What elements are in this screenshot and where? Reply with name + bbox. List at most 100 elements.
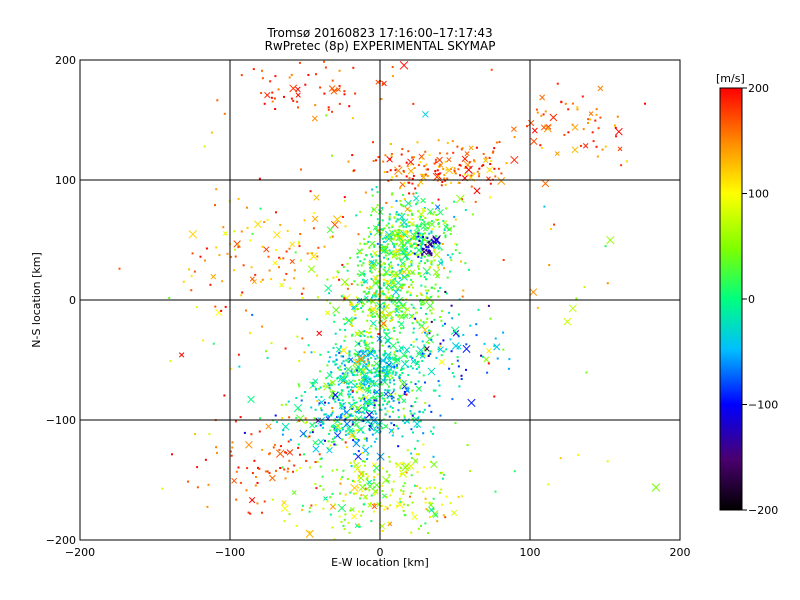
data-point	[380, 249, 383, 252]
data-point	[349, 388, 352, 391]
colorbar-tick-label: 100	[748, 188, 769, 201]
data-point	[428, 153, 431, 156]
data-point	[441, 324, 444, 327]
data-point	[390, 153, 393, 155]
data-point	[365, 473, 368, 475]
data-point	[233, 269, 235, 272]
data-point-cross	[249, 276, 255, 282]
data-point	[254, 484, 257, 487]
data-point	[410, 212, 413, 215]
data-point-cross	[418, 322, 426, 330]
data-point	[249, 332, 251, 335]
data-point	[351, 396, 354, 399]
data-point	[426, 241, 429, 243]
data-point	[391, 434, 394, 437]
data-point	[335, 275, 338, 278]
data-point	[443, 177, 446, 180]
data-point	[370, 520, 373, 523]
data-point	[359, 335, 362, 338]
data-point	[290, 73, 293, 76]
data-point	[202, 339, 205, 342]
data-point-cross	[351, 305, 356, 311]
data-point	[349, 462, 352, 464]
data-point	[241, 291, 244, 294]
data-point	[386, 314, 389, 317]
data-point	[410, 163, 413, 166]
data-point	[382, 467, 384, 470]
data-point-cross	[483, 356, 490, 363]
data-point-cross	[462, 344, 471, 353]
data-point	[393, 284, 396, 287]
data-point	[308, 510, 311, 513]
data-point	[343, 93, 346, 96]
data-point	[429, 516, 431, 519]
data-point	[388, 215, 391, 218]
data-point	[449, 270, 452, 273]
data-point	[464, 173, 467, 176]
data-point	[331, 110, 333, 113]
data-point	[341, 216, 344, 218]
data-point-cross	[247, 395, 255, 404]
data-point	[432, 497, 435, 500]
data-point	[349, 323, 352, 326]
data-point	[435, 356, 438, 359]
data-point-cross	[571, 146, 579, 154]
data-point	[459, 164, 462, 167]
data-point	[340, 520, 343, 523]
data-point	[339, 375, 342, 377]
x-tick-label: 0	[377, 546, 384, 559]
data-point	[345, 416, 348, 419]
data-point-cross	[326, 371, 333, 379]
data-point	[420, 303, 423, 306]
data-point-cross	[311, 215, 319, 223]
data-point	[339, 482, 342, 485]
data-point	[456, 359, 459, 362]
data-point	[419, 272, 422, 275]
data-point	[493, 395, 496, 398]
data-point	[314, 104, 317, 107]
data-point	[440, 310, 443, 313]
data-point	[422, 490, 425, 493]
data-point	[348, 395, 351, 398]
y-axis-label: N-S location [km]	[30, 252, 43, 348]
data-point	[338, 515, 341, 518]
data-point	[391, 66, 394, 68]
data-point	[417, 366, 420, 369]
data-point-cross	[409, 221, 415, 227]
data-point	[378, 270, 381, 273]
data-point	[237, 353, 240, 356]
data-point-cross	[399, 235, 405, 242]
data-point	[253, 459, 256, 462]
data-point	[351, 303, 354, 306]
data-point	[465, 343, 468, 346]
data-point	[286, 470, 289, 473]
data-point	[422, 374, 425, 377]
data-point	[322, 385, 325, 388]
data-point	[440, 488, 443, 491]
data-point	[355, 303, 358, 306]
data-point-cross	[188, 230, 198, 239]
data-point	[389, 393, 392, 396]
data-point	[395, 365, 398, 368]
data-point	[190, 275, 193, 278]
data-point	[440, 471, 443, 474]
data-point	[410, 381, 413, 384]
data-point	[310, 351, 313, 354]
data-point	[261, 448, 264, 451]
data-point	[352, 479, 354, 482]
data-point	[400, 258, 403, 261]
data-point	[330, 414, 333, 417]
data-point	[438, 384, 441, 387]
data-point	[507, 367, 510, 370]
data-point	[397, 315, 400, 318]
data-point	[355, 411, 358, 414]
data-point	[428, 332, 431, 335]
data-point	[437, 247, 440, 250]
data-point	[240, 74, 243, 77]
data-point	[396, 338, 399, 341]
data-point	[388, 249, 391, 252]
data-point	[243, 431, 246, 434]
data-point	[410, 457, 413, 459]
data-point	[377, 383, 380, 386]
data-point	[500, 172, 503, 175]
